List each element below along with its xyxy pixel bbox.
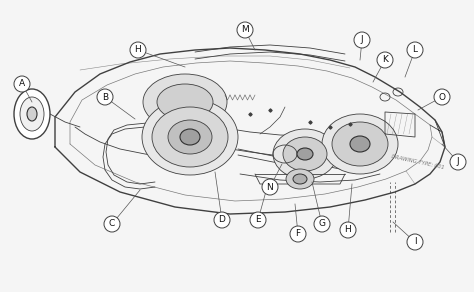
- Circle shape: [14, 76, 30, 92]
- Ellipse shape: [350, 136, 370, 152]
- Text: DRAWING TYPE: 001: DRAWING TYPE: 001: [391, 154, 445, 170]
- Text: M: M: [241, 25, 249, 34]
- Circle shape: [290, 226, 306, 242]
- Text: H: H: [345, 225, 351, 234]
- Text: I: I: [414, 237, 416, 246]
- Circle shape: [354, 32, 370, 48]
- Ellipse shape: [20, 97, 44, 131]
- Text: K: K: [382, 55, 388, 65]
- Text: C: C: [109, 220, 115, 229]
- Ellipse shape: [180, 129, 200, 145]
- Circle shape: [214, 212, 230, 228]
- Circle shape: [340, 222, 356, 238]
- Text: H: H: [135, 46, 141, 55]
- Text: N: N: [266, 182, 273, 192]
- Text: A: A: [19, 79, 25, 88]
- Ellipse shape: [332, 122, 388, 166]
- Text: G: G: [319, 220, 326, 229]
- Ellipse shape: [168, 120, 212, 154]
- Circle shape: [434, 89, 450, 105]
- Circle shape: [237, 22, 253, 38]
- Circle shape: [130, 42, 146, 58]
- Text: D: D: [219, 215, 226, 225]
- Text: F: F: [295, 230, 301, 239]
- Ellipse shape: [283, 137, 327, 171]
- Circle shape: [262, 179, 278, 195]
- Text: B: B: [102, 93, 108, 102]
- Text: J: J: [456, 157, 459, 166]
- Text: L: L: [412, 46, 418, 55]
- Ellipse shape: [142, 99, 238, 175]
- Circle shape: [250, 212, 266, 228]
- Text: E: E: [255, 215, 261, 225]
- Circle shape: [377, 52, 393, 68]
- Circle shape: [450, 154, 466, 170]
- Ellipse shape: [143, 74, 227, 130]
- Ellipse shape: [152, 107, 228, 167]
- Ellipse shape: [14, 89, 50, 139]
- Ellipse shape: [27, 107, 37, 121]
- Circle shape: [407, 234, 423, 250]
- Text: O: O: [438, 93, 446, 102]
- Circle shape: [314, 216, 330, 232]
- Circle shape: [97, 89, 113, 105]
- Ellipse shape: [157, 84, 213, 120]
- Text: J: J: [361, 36, 363, 44]
- Ellipse shape: [297, 148, 313, 160]
- Ellipse shape: [273, 129, 337, 179]
- Ellipse shape: [293, 174, 307, 184]
- Circle shape: [104, 216, 120, 232]
- Ellipse shape: [322, 114, 398, 174]
- Circle shape: [407, 42, 423, 58]
- Ellipse shape: [286, 169, 314, 189]
